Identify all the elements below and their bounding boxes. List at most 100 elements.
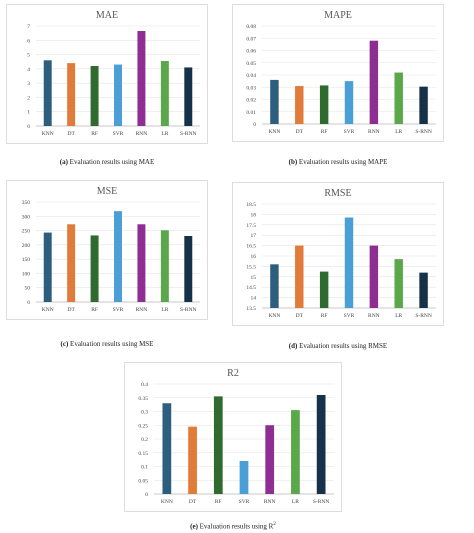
y-tick-label: 0.02	[246, 98, 256, 104]
bar-lr	[160, 230, 169, 302]
bar-s-rnn	[184, 67, 193, 126]
y-tick-label: 150	[22, 257, 31, 263]
x-tick-label: S-RNN	[313, 499, 330, 505]
x-tick-label: SVR	[344, 313, 355, 319]
caption-text: Evaluation results using RMSE	[297, 342, 388, 350]
y-tick-label: 0	[27, 124, 30, 130]
bar-rf	[90, 235, 99, 302]
y-tick-label: 14	[251, 296, 257, 302]
chart-title: MAE	[96, 10, 118, 21]
x-tick-label: RF	[321, 129, 328, 135]
chart-frame	[232, 4, 444, 142]
x-tick-label: RF	[215, 499, 222, 505]
x-tick-label: LR	[395, 313, 402, 319]
x-tick-label: S-RNN	[415, 313, 432, 319]
chart-svg: RMSE 13.5 14 14.5 15 15.5 16 16.5 17 17.5 18 18.5 KN…	[232, 182, 444, 326]
x-tick-label: DT	[189, 499, 197, 505]
r2-caption: (e) Evaluation results using R2	[133, 522, 333, 530]
mse-caption: (c) Evaluation results using MSE	[7, 340, 207, 348]
y-tick-label: 0.2	[141, 437, 148, 443]
x-tick-label: DT	[296, 313, 304, 319]
y-tick-label: 0.25	[138, 423, 148, 429]
y-tick-label: 14.5	[246, 285, 256, 291]
x-tick-label: DT	[67, 131, 75, 137]
bar-rnn	[137, 224, 146, 302]
bar-s-rnn	[419, 272, 428, 308]
x-tick-label: S-RNN	[415, 129, 432, 135]
chart-svg: MAPE 0 0.01 0.02 0.03 0.04 0.05 0.06 0.07 0.08 KNN…	[232, 4, 444, 142]
y-tick-label: 0.05	[138, 478, 148, 484]
mse-chart: MSE 0 50 100 150 200 250 300 350 KNN DT RF SVR RNN LR S…	[6, 180, 208, 320]
bar-knn	[270, 79, 279, 124]
x-tick-label: SVR	[239, 499, 250, 505]
y-tick-label: 15	[251, 275, 257, 281]
bar-s-rnn	[316, 395, 326, 494]
y-tick-label: 200	[22, 243, 31, 249]
y-tick-label: 16	[251, 254, 257, 260]
x-tick-label: LR	[161, 307, 168, 313]
bar-rnn	[369, 40, 379, 125]
bar-knn	[162, 403, 172, 494]
y-tick-label: 350	[22, 200, 31, 206]
x-tick-label: DT	[296, 129, 304, 135]
bar-s-rnn	[419, 86, 428, 124]
y-tick-label: 0.15	[138, 451, 148, 457]
bar-rnn	[369, 245, 379, 308]
bar-rf	[90, 66, 99, 126]
y-tick-label: 15.5	[246, 264, 256, 270]
y-tick-label: 1	[27, 110, 30, 116]
x-tick-label: KNN	[268, 129, 280, 135]
r2-chart: R2 0 0.05 0.1 0.15 0.2 0.25 0.3 0.35 0.4 KNN DT RF SV…	[124, 362, 342, 512]
caption-label: (a)	[59, 158, 68, 166]
x-tick-label: LR	[395, 129, 402, 135]
y-tick-label: 0.06	[246, 49, 256, 55]
x-tick-label: SVR	[344, 129, 355, 135]
y-tick-label: 3	[27, 81, 30, 87]
bar-dt	[295, 86, 304, 124]
bar-dt	[188, 426, 197, 494]
chart-frame	[6, 180, 208, 320]
bar-rf	[213, 396, 223, 494]
caption-label: (d)	[288, 342, 298, 350]
bar-rf	[319, 85, 329, 124]
x-tick-label: DT	[67, 307, 75, 313]
caption-text: Evaluation results using R	[197, 522, 274, 531]
y-tick-label: 16.5	[246, 244, 256, 250]
y-tick-label: 0	[145, 492, 148, 498]
mae-chart: MAE 0 1 2 3 4 5 6 7 KNN DT RF SVR RNN LR S-RNN	[6, 4, 208, 144]
y-tick-label: 18	[251, 212, 257, 218]
x-tick-label: RF	[91, 307, 98, 313]
x-tick-label: RNN	[368, 129, 380, 135]
x-tick-label: KNN	[42, 131, 54, 137]
chart-frame	[232, 182, 444, 326]
chart-svg: R2 0 0.05 0.1 0.15 0.2 0.25 0.3 0.35 0.4 KNN DT RF SV…	[124, 362, 342, 512]
bar-lr	[394, 259, 403, 308]
y-tick-label: 0.08	[246, 24, 256, 30]
bar-rnn	[137, 31, 146, 126]
bar-svr	[239, 461, 249, 494]
caption-text: Evaluation results using MAE	[67, 158, 155, 166]
y-tick-label: 18.5	[246, 202, 256, 208]
x-tick-label: KNN	[42, 307, 54, 313]
mape-chart: MAPE 0 0.01 0.02 0.03 0.04 0.05 0.06 0.07 0.08 KNN…	[232, 4, 444, 142]
chart-svg: MAE 0 1 2 3 4 5 6 7 KNN DT RF SVR RNN LR S-RNN	[6, 4, 208, 144]
y-tick-label: 100	[22, 271, 31, 277]
y-tick-label: 0	[27, 300, 30, 306]
caption-text: Evaluation results using MSE	[68, 340, 154, 348]
chart-title: RMSE	[324, 188, 351, 199]
bar-knn	[270, 264, 279, 308]
y-tick-label: 250	[22, 229, 31, 235]
y-tick-label: 7	[27, 24, 30, 30]
x-tick-label: RF	[91, 131, 98, 137]
x-tick-label: RF	[321, 313, 328, 319]
bar-dt	[295, 245, 304, 308]
y-tick-label: 50	[25, 286, 31, 292]
caption-label: (e)	[190, 522, 198, 531]
y-tick-label: 5	[27, 53, 30, 59]
x-tick-label: KNN	[268, 313, 280, 319]
bar-svr	[344, 217, 354, 308]
x-tick-label: LR	[161, 131, 168, 137]
caption-label: (c)	[60, 340, 69, 348]
chart-title: MSE	[97, 186, 118, 197]
x-tick-label: RNN	[136, 307, 148, 313]
